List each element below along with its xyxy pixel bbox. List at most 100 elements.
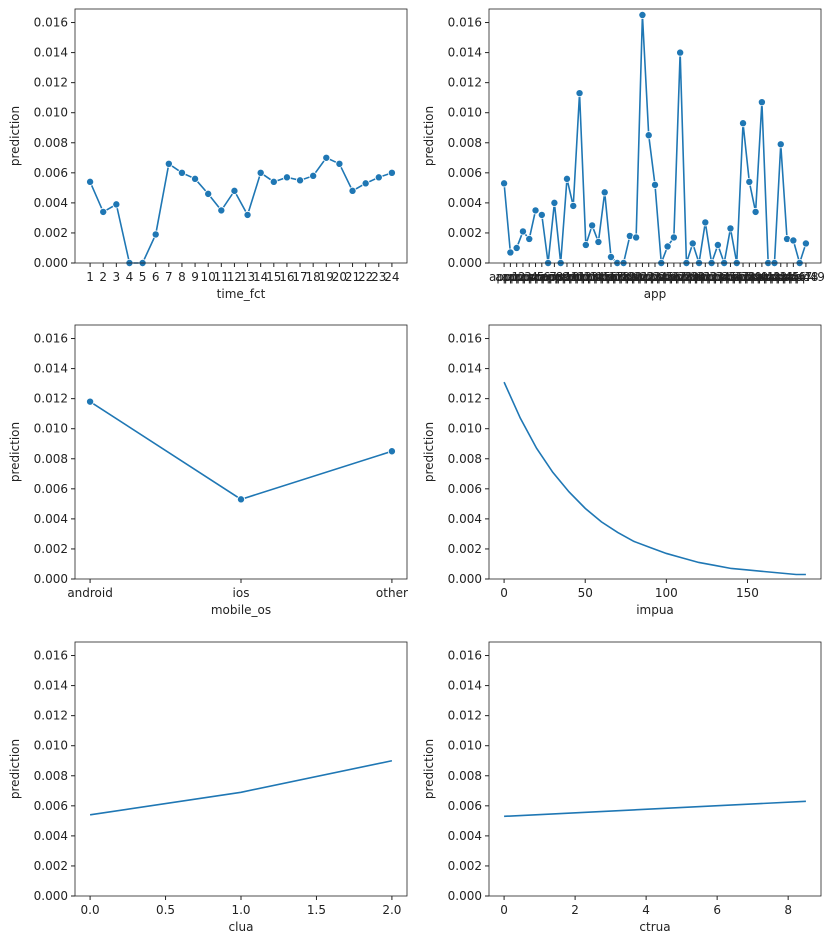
- y-tick-label: 0.000: [448, 256, 482, 270]
- marker: [361, 179, 370, 188]
- marker: [322, 153, 331, 162]
- line: [504, 800, 806, 818]
- marker: [236, 495, 245, 504]
- x-tick-label: app30: [668, 270, 706, 284]
- x-tick-label: 1.0: [231, 903, 250, 917]
- x-tick-label: 50: [578, 586, 593, 600]
- x-tick-label: 24: [384, 270, 399, 284]
- x-tick-label: app32: [680, 270, 718, 284]
- x-tick-label: 18: [306, 270, 321, 284]
- marker: [204, 189, 213, 198]
- y-tick-label: 0.008: [448, 136, 482, 150]
- x-tick-label: app19: [598, 270, 636, 284]
- y-tick-label: 0.006: [34, 166, 68, 180]
- x-tick-label: app25: [636, 270, 674, 284]
- line: [89, 400, 393, 501]
- marker: [751, 207, 760, 216]
- x-axis-label: ctrua: [639, 920, 670, 934]
- x-tick-label: app35: [699, 270, 737, 284]
- y-tick-label: 0.000: [448, 572, 482, 586]
- x-axis-label: mobile_os: [211, 603, 271, 617]
- marker: [282, 173, 291, 182]
- x-tick-label: app47: [774, 270, 812, 284]
- marker: [713, 240, 722, 249]
- y-axis-label: prediction: [8, 739, 22, 799]
- marker: [217, 206, 226, 215]
- x-tick-label: app6: [520, 270, 550, 284]
- x-tick-label: app27: [649, 270, 687, 284]
- marker: [500, 179, 509, 188]
- x-tick-label: app15: [573, 270, 611, 284]
- x-tick-label: 11: [214, 270, 229, 284]
- y-tick-label: 0.016: [34, 16, 68, 30]
- x-tick-label: 0.5: [156, 903, 175, 917]
- marker: [606, 252, 615, 261]
- x-tick-label: 150: [736, 586, 759, 600]
- y-tick-label: 0.010: [448, 106, 482, 120]
- marker: [757, 98, 766, 107]
- x-tick-label: 20: [332, 270, 347, 284]
- x-tick-label: 6: [713, 903, 721, 917]
- y-tick-label: 0.010: [34, 422, 68, 436]
- x-tick-label: app2: [495, 270, 525, 284]
- x-tick-label: 2.0: [382, 903, 401, 917]
- marker: [191, 174, 200, 183]
- y-tick-label: 0.004: [448, 829, 482, 843]
- x-tick-label: app9: [539, 270, 569, 284]
- x-tick-label: app4: [508, 270, 538, 284]
- marker: [594, 237, 603, 246]
- y-tick-label: 0.008: [34, 136, 68, 150]
- x-tick-label: app14: [567, 270, 605, 284]
- x-tick-label: app7: [527, 270, 557, 284]
- marker: [562, 174, 571, 183]
- x-tick-label: app44: [756, 270, 794, 284]
- marker: [518, 227, 527, 236]
- x-tick-label: app37: [712, 270, 750, 284]
- x-tick-label: app40: [730, 270, 768, 284]
- marker: [525, 234, 534, 243]
- y-tick-label: 0.004: [34, 512, 68, 526]
- y-tick-label: 0.000: [34, 889, 68, 903]
- x-tick-label: app36: [705, 270, 743, 284]
- marker: [789, 236, 798, 245]
- marker: [531, 206, 540, 215]
- y-tick-label: 0.016: [448, 16, 482, 30]
- y-tick-label: 0.002: [448, 226, 482, 240]
- axes-frame: [488, 8, 822, 264]
- x-tick-label: app8: [533, 270, 563, 284]
- x-tick-label: 5: [139, 270, 147, 284]
- marker: [632, 233, 641, 242]
- y-tick-label: 0.002: [448, 859, 482, 873]
- marker: [112, 200, 121, 209]
- subplot: 1 2 3 4 5 6 7 8 9 1011121314151617181920212223240…: [8, 8, 408, 301]
- x-tick-label: 9: [191, 270, 199, 284]
- x-tick-label: 22: [358, 270, 373, 284]
- x-tick-label: app42: [743, 270, 781, 284]
- y-tick-label: 0.012: [34, 392, 68, 406]
- x-tick-label: 12: [227, 270, 242, 284]
- x-tick-label: app22: [617, 270, 655, 284]
- x-tick-label: 4: [126, 270, 134, 284]
- marker: [99, 207, 108, 216]
- y-axis-label: prediction: [422, 422, 436, 482]
- x-tick-label: 8: [784, 903, 792, 917]
- marker: [739, 119, 748, 128]
- axes-frame: [74, 641, 408, 897]
- marker: [296, 176, 305, 185]
- y-tick-label: 0.006: [34, 482, 68, 496]
- y-tick-label: 0.004: [34, 829, 68, 843]
- x-tick-label: app46: [768, 270, 806, 284]
- y-tick-label: 0.008: [448, 769, 482, 783]
- x-axis-label: app: [644, 287, 667, 301]
- marker: [335, 159, 344, 168]
- y-tick-label: 0.008: [448, 452, 482, 466]
- line: [503, 14, 807, 267]
- x-tick-label: app49: [787, 270, 825, 284]
- marker: [230, 186, 239, 195]
- marker: [581, 240, 590, 249]
- y-tick-label: 0.000: [34, 572, 68, 586]
- y-tick-label: 0.012: [448, 709, 482, 723]
- x-tick-label: app13: [561, 270, 599, 284]
- x-axis-label: impua: [636, 603, 674, 617]
- x-tick-label: app16: [579, 270, 617, 284]
